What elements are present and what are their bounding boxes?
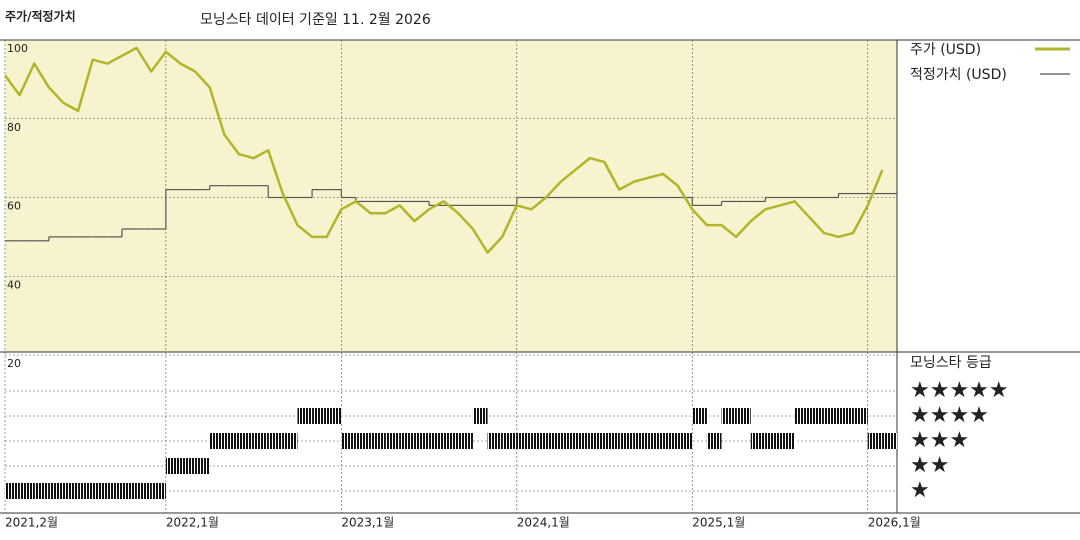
rating-bar [721, 408, 737, 424]
rating-bar [107, 483, 122, 499]
rating-bar [209, 433, 225, 449]
chart-title: 주가/적정가치 [5, 9, 76, 24]
rating-bar [370, 433, 386, 449]
rating-bar [472, 408, 488, 424]
rating-bar [458, 433, 473, 449]
rating-bar [385, 433, 400, 449]
rating-level-label: ★★ [910, 453, 949, 478]
x-tick-label: 2024,1월 [517, 516, 570, 530]
rating-bar [794, 408, 810, 424]
rating-bar [414, 433, 430, 449]
rating-bar [531, 433, 547, 449]
rating-bar [341, 433, 356, 449]
rating-bar [706, 433, 722, 449]
rating-bar [268, 433, 283, 449]
rating-bar [238, 433, 254, 449]
x-tick-label: 2022,1월 [166, 516, 219, 530]
rating-bar [151, 483, 166, 499]
rating-bar [780, 433, 795, 449]
x-tick-label: 2026,1월 [868, 516, 921, 530]
rating-bar [297, 408, 313, 424]
rating-bar [224, 433, 239, 449]
rating-bar [838, 408, 854, 424]
rating-bar [736, 408, 751, 424]
rating-bar [180, 458, 196, 474]
y-tick-label: 40 [7, 278, 21, 291]
rating-bar [326, 408, 342, 424]
rating-bar [823, 408, 839, 424]
rating-bar [5, 483, 20, 499]
rating-bar [78, 483, 93, 499]
rating-bar [63, 483, 79, 499]
rating-level-label: ★ [910, 478, 930, 503]
rating-level-label: ★★★★ [910, 403, 989, 428]
rating-bar [560, 433, 576, 449]
rating-bar [195, 458, 210, 474]
rating-bar [516, 433, 532, 449]
rating-bar [121, 483, 137, 499]
rating-bar [443, 433, 459, 449]
rating-title: 모닝스타 등급 [910, 355, 992, 371]
rating-bar [867, 433, 883, 449]
rating-bar [399, 433, 415, 449]
rating-bar [34, 483, 49, 499]
rating-bar [92, 483, 108, 499]
rating-bar [429, 433, 444, 449]
rating-bar [648, 433, 664, 449]
rating-bar [487, 433, 503, 449]
y-tick-label: 100 [7, 42, 28, 55]
rating-bar [882, 433, 897, 449]
rating-bar [750, 433, 766, 449]
legend-label: 주가 (USD) [910, 42, 981, 58]
rating-bar [853, 408, 868, 424]
rating-bar [765, 433, 781, 449]
rating-bar [589, 433, 605, 449]
rating-bar [546, 433, 561, 449]
rating-bar [663, 433, 678, 449]
rating-bar [604, 433, 620, 449]
y-tick-label: 80 [7, 121, 21, 134]
rating-bar [677, 433, 693, 449]
rating-bar [136, 483, 152, 499]
y-tick-label: 20 [7, 357, 21, 370]
x-tick-label: 2021,2월 [5, 516, 58, 530]
rating-bar [48, 483, 64, 499]
y-tick-label: 60 [7, 200, 21, 213]
rating-bar [355, 433, 371, 449]
rating-bar [253, 433, 269, 449]
rating-bar [312, 408, 327, 424]
chart-subtitle: 모닝스타 데이터 기준일 11. 2월 2026 [200, 12, 431, 28]
rating-bar [19, 483, 35, 499]
rating-bar [282, 433, 298, 449]
price-line [3, 46, 884, 254]
rating-bar [633, 433, 649, 449]
plot-background [5, 40, 897, 352]
rating-bar [809, 408, 824, 424]
rating-bar [692, 408, 707, 424]
rating-bar [502, 433, 517, 449]
rating-bar [165, 458, 181, 474]
rating-bar [575, 433, 590, 449]
x-tick-label: 2023,1월 [341, 516, 394, 530]
legend-label: 적정가치 (USD) [910, 67, 1007, 83]
rating-level-label: ★★★★★ [910, 378, 1009, 403]
rating-level-label: ★★★ [910, 428, 969, 453]
x-tick-label: 2025,1월 [692, 516, 745, 530]
rating-bar [619, 433, 634, 449]
